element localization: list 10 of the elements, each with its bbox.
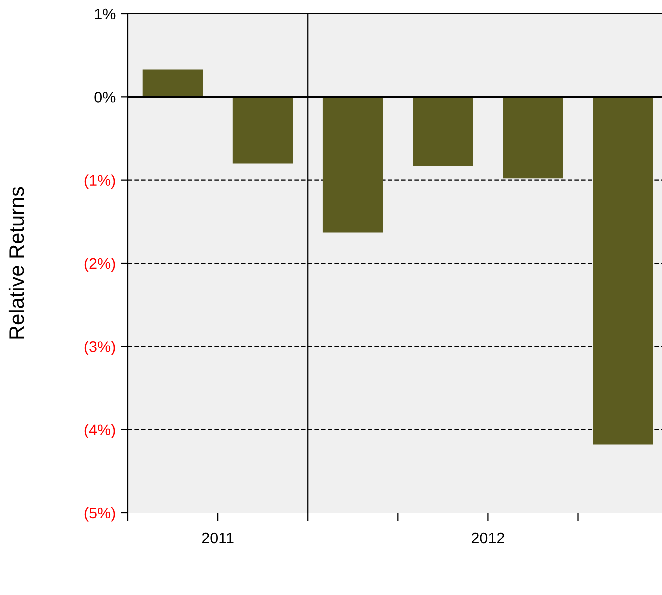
y-tick-label: (1%) [84,174,116,190]
y-tick-label: 1% [95,8,116,20]
y-axis-title: Relative Returns [8,187,24,339]
text: 2012 [472,532,504,544]
y-tick-label: 0% [94,92,116,103]
text: 2011 [202,532,234,544]
y-tick-label: (4%) [84,424,116,439]
y-tick-label: (5%) [84,507,116,522]
y-tick-label: (3%) [84,341,116,356]
y-tick-label: (2%) [84,258,116,272]
